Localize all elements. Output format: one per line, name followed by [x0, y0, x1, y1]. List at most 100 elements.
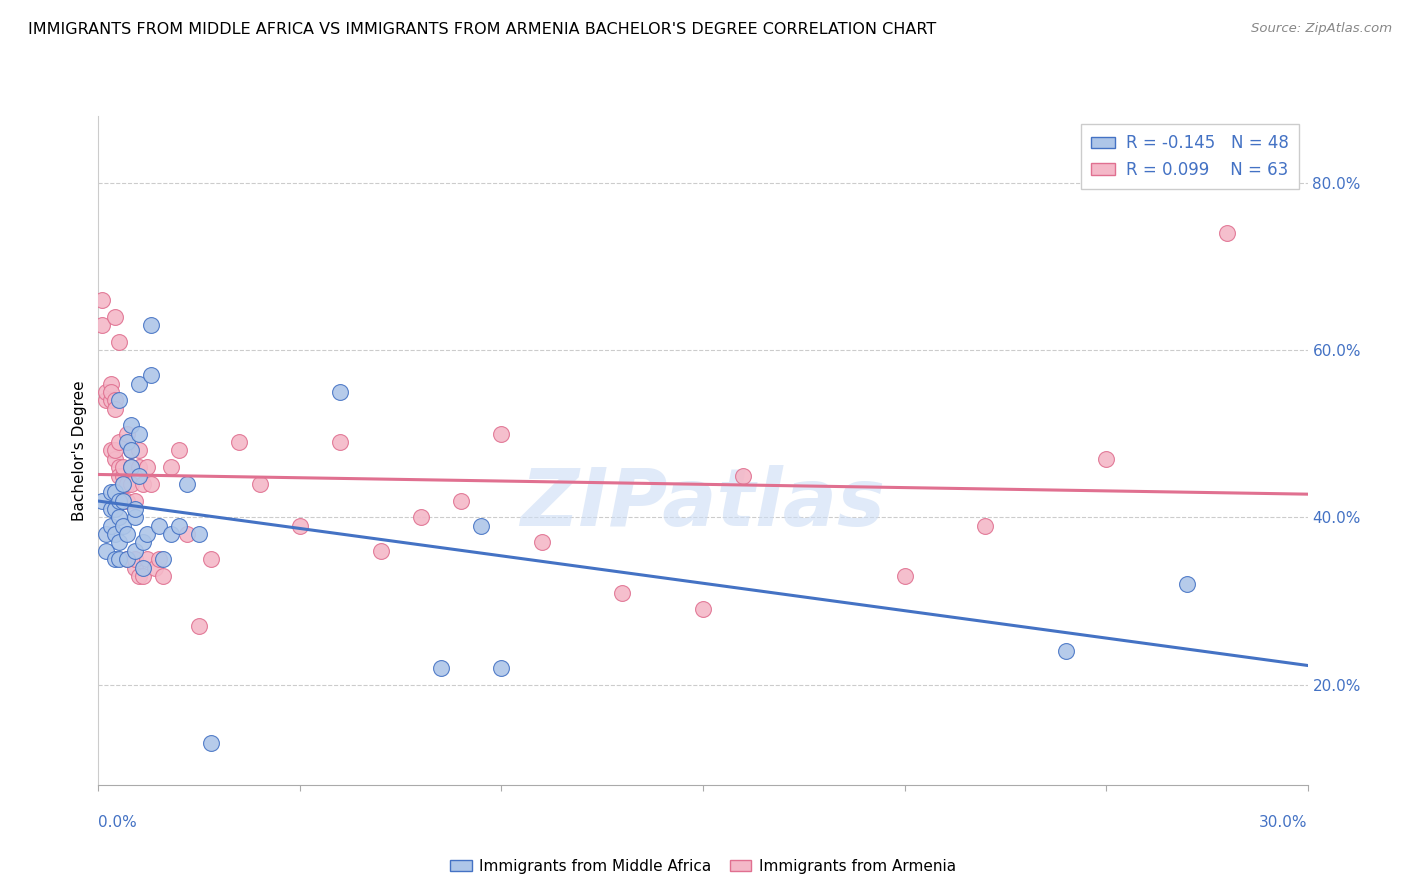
Point	[107, 468, 129, 483]
Point	[120, 476, 142, 491]
Point	[100, 393, 122, 408]
Point	[167, 443, 190, 458]
Point	[135, 552, 157, 566]
Point	[120, 443, 142, 458]
Point	[128, 468, 150, 483]
Point	[329, 435, 352, 450]
Point	[115, 527, 138, 541]
Point	[160, 460, 183, 475]
Point	[612, 585, 634, 599]
Point	[91, 318, 114, 332]
Point	[115, 435, 138, 450]
Point	[132, 535, 155, 549]
Point	[135, 460, 157, 475]
Point	[430, 661, 453, 675]
Point	[124, 560, 146, 574]
Point	[111, 518, 134, 533]
Point	[128, 443, 150, 458]
Point	[124, 510, 146, 524]
Point	[450, 493, 472, 508]
Point	[491, 426, 513, 441]
Point	[249, 476, 271, 491]
Point	[132, 560, 155, 574]
Point	[139, 368, 162, 383]
Point	[148, 552, 170, 566]
Point	[120, 443, 142, 458]
Point	[124, 543, 146, 558]
Point	[111, 460, 134, 475]
Point	[100, 485, 122, 500]
Point	[107, 334, 129, 349]
Point	[111, 476, 134, 491]
Point	[120, 418, 142, 433]
Point	[120, 460, 142, 475]
Point	[96, 543, 118, 558]
Point	[974, 518, 997, 533]
Point	[188, 527, 211, 541]
Point	[120, 460, 142, 475]
Point	[128, 460, 150, 475]
Legend: R = -0.145   N = 48, R = 0.099    N = 63: R = -0.145 N = 48, R = 0.099 N = 63	[1081, 124, 1299, 188]
Point	[1175, 577, 1198, 591]
Point	[1054, 644, 1077, 658]
Point	[103, 485, 125, 500]
Text: Source: ZipAtlas.com: Source: ZipAtlas.com	[1251, 22, 1392, 36]
Point	[103, 310, 125, 324]
Point	[132, 476, 155, 491]
Point	[143, 560, 166, 574]
Point	[107, 493, 129, 508]
Point	[91, 493, 114, 508]
Point	[96, 527, 118, 541]
Point	[200, 552, 222, 566]
Point	[111, 476, 134, 491]
Point	[103, 443, 125, 458]
Legend: Immigrants from Middle Africa, Immigrants from Armenia: Immigrants from Middle Africa, Immigrant…	[444, 853, 962, 880]
Point	[370, 543, 392, 558]
Point	[107, 552, 129, 566]
Point	[100, 502, 122, 516]
Point	[107, 435, 129, 450]
Point	[111, 468, 134, 483]
Point	[128, 569, 150, 583]
Point	[103, 401, 125, 416]
Point	[200, 736, 222, 750]
Point	[152, 569, 174, 583]
Point	[103, 393, 125, 408]
Text: ZIPatlas: ZIPatlas	[520, 465, 886, 543]
Point	[115, 552, 138, 566]
Point	[115, 493, 138, 508]
Point	[1216, 226, 1239, 240]
Point	[160, 527, 183, 541]
Point	[103, 451, 125, 466]
Point	[111, 493, 134, 508]
Point	[124, 502, 146, 516]
Point	[329, 384, 352, 399]
Point	[288, 518, 311, 533]
Point	[115, 552, 138, 566]
Point	[733, 468, 755, 483]
Point	[409, 510, 432, 524]
Point	[107, 393, 129, 408]
Point	[100, 384, 122, 399]
Point	[115, 426, 138, 441]
Point	[100, 443, 122, 458]
Point	[96, 393, 118, 408]
Point	[132, 569, 155, 583]
Point	[167, 518, 190, 533]
Point	[176, 476, 198, 491]
Point	[100, 376, 122, 391]
Point	[188, 619, 211, 633]
Point	[96, 384, 118, 399]
Point	[893, 569, 915, 583]
Point	[124, 493, 146, 508]
Text: 30.0%: 30.0%	[1260, 815, 1308, 830]
Point	[107, 460, 129, 475]
Point	[103, 527, 125, 541]
Point	[91, 293, 114, 307]
Point	[491, 661, 513, 675]
Point	[107, 535, 129, 549]
Point	[139, 476, 162, 491]
Text: IMMIGRANTS FROM MIDDLE AFRICA VS IMMIGRANTS FROM ARMENIA BACHELOR'S DEGREE CORRE: IMMIGRANTS FROM MIDDLE AFRICA VS IMMIGRA…	[28, 22, 936, 37]
Point	[1095, 451, 1118, 466]
Point	[139, 318, 162, 332]
